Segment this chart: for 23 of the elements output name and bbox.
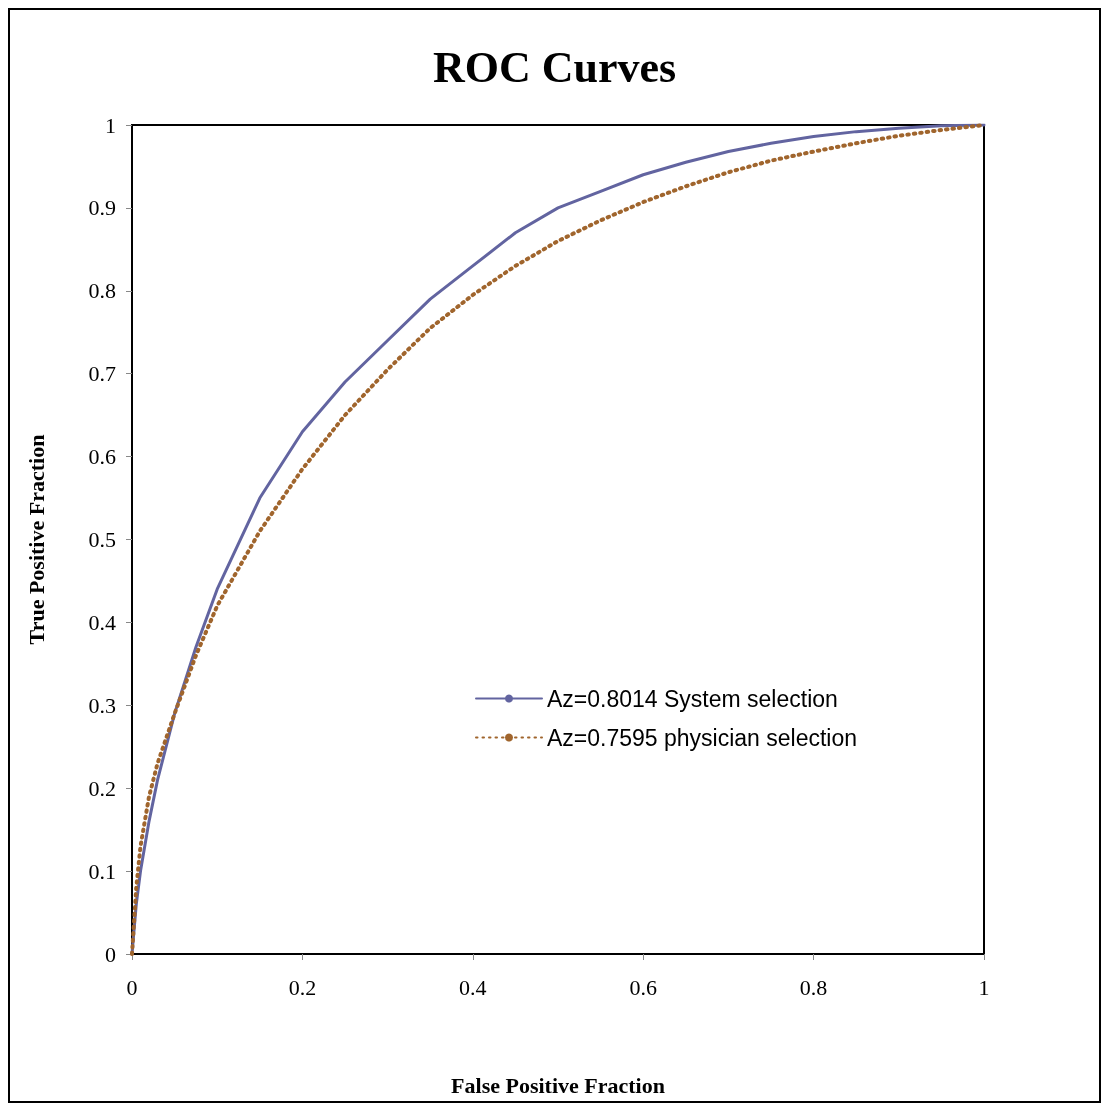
y-tick-label: 0.7 bbox=[88, 361, 116, 387]
y-tick-label: 0.6 bbox=[88, 444, 116, 470]
legend-label: Az=0.8014 System selection bbox=[547, 685, 838, 712]
chart-title: ROC Curves bbox=[432, 42, 677, 92]
y-tick-label: 0.3 bbox=[88, 692, 116, 718]
x-tick-label: 0 bbox=[126, 974, 138, 1000]
legend-label: Az=0.7595 physician selection bbox=[547, 724, 858, 751]
x-tick-label: 0.2 bbox=[288, 974, 317, 1000]
y-tick-label: 1 bbox=[105, 112, 116, 138]
y-axis-title: True Positive Fraction bbox=[23, 434, 49, 645]
y-tick-label: 0.2 bbox=[88, 775, 116, 801]
x-tick-label: 1 bbox=[978, 974, 990, 1000]
x-tick-label: 0.6 bbox=[629, 974, 657, 1000]
y-tick-label: 0.9 bbox=[88, 195, 116, 221]
x-axis-title: False Positive Fraction bbox=[451, 1072, 665, 1098]
y-tick-label: 0 bbox=[105, 941, 116, 967]
y-tick-label: 0.4 bbox=[88, 609, 116, 635]
y-tick-label: 0.5 bbox=[88, 527, 116, 552]
y-tick-label: 0.1 bbox=[88, 858, 116, 884]
y-tick-label: 0.8 bbox=[88, 278, 116, 304]
line-series bbox=[130, 123, 986, 956]
x-tick-label: 0.8 bbox=[799, 974, 828, 1000]
x-tick-label: 0.4 bbox=[459, 974, 487, 1000]
